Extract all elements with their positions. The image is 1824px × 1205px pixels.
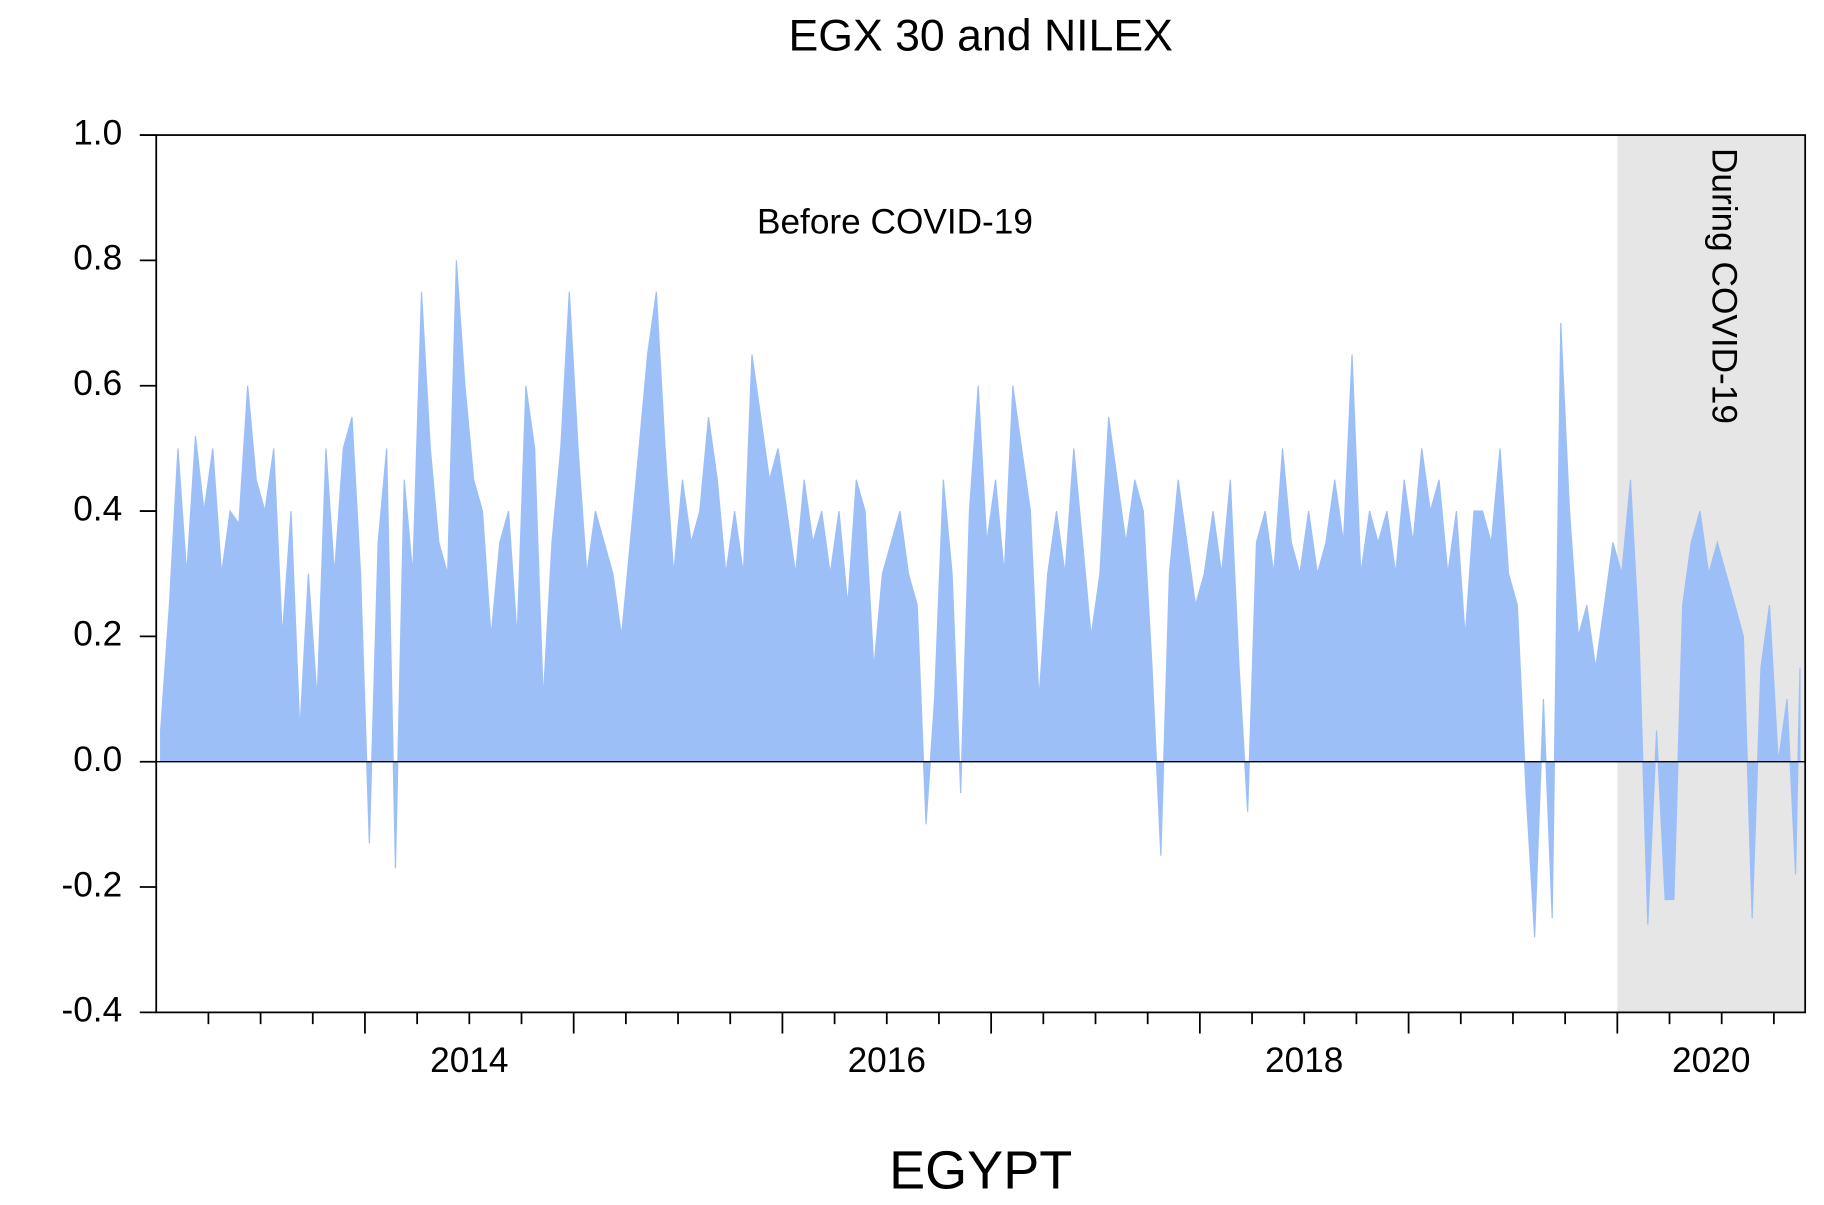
x-tick-label: 2018 [1265, 1041, 1343, 1080]
area [160, 260, 1801, 938]
x-tick-label: 2014 [430, 1041, 508, 1080]
y-tick-label: 0.6 [73, 364, 122, 403]
y-tick-label: 0.0 [73, 740, 122, 779]
chart-title: EGX 30 and NILEX [789, 12, 1173, 61]
y-tick-label: -0.4 [61, 991, 122, 1030]
x-axis-label: EGYPT [889, 1141, 1072, 1201]
x-tick-label: 2020 [1672, 1041, 1750, 1080]
y-tick-label: 0.4 [73, 489, 122, 528]
y-tick-label: 0.2 [73, 615, 122, 654]
y-tick-label: 0.8 [73, 239, 122, 278]
x-tick-label: 2016 [848, 1041, 926, 1080]
y-tick-label: 1.0 [73, 113, 122, 152]
y-tick-label: -0.2 [61, 865, 122, 904]
plot-frame [155, 134, 1807, 1014]
annotation: During COVID-19 [1704, 148, 1743, 424]
annotation: Before COVID-19 [757, 203, 1033, 242]
